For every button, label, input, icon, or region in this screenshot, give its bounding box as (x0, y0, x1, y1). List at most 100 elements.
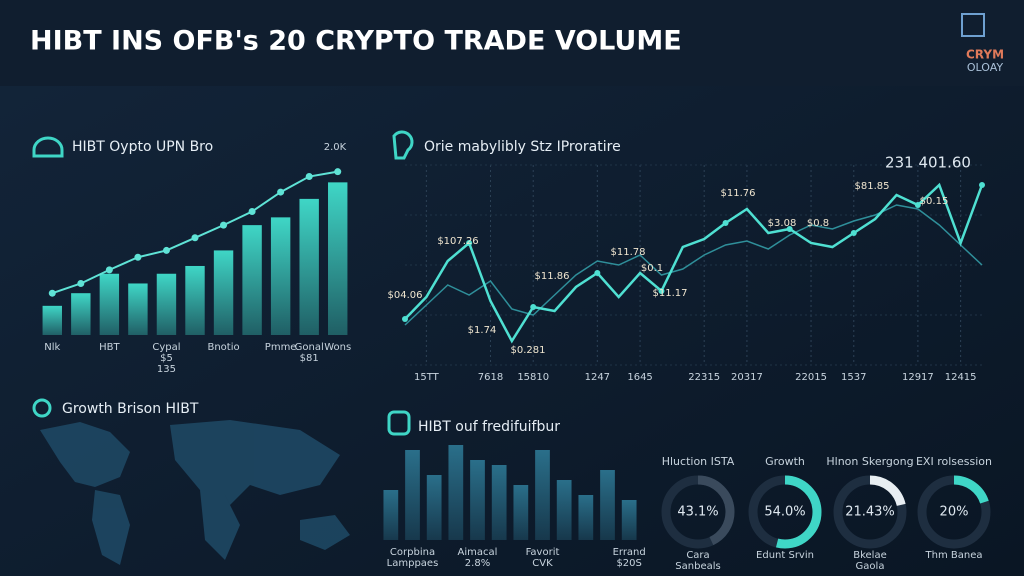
x-tick-label: 1247 (585, 372, 610, 383)
world-map (40, 420, 350, 565)
panel-icon (387, 410, 411, 436)
bar (71, 293, 91, 335)
data-annotation: $3.08 (768, 218, 797, 229)
data-annotation: $0.8 (807, 218, 829, 229)
x-tick-label: Cara Sanbeals (675, 550, 720, 572)
x-tick-label: HBT (99, 342, 120, 353)
series-point (722, 220, 729, 226)
x-tick-label: Bnotio (207, 342, 239, 353)
donut-arc (833, 475, 907, 549)
bar (621, 500, 637, 540)
bar (42, 305, 62, 335)
data-annotation: $11.76 (721, 188, 756, 199)
x-tick-label: Nlk (44, 342, 60, 353)
x-tick-label: 22315 (688, 372, 720, 383)
donut-arc (661, 475, 735, 549)
logo-text: CRYM (966, 48, 1004, 62)
panel-icon (32, 136, 64, 158)
x-tick-label: 12917 (902, 372, 934, 383)
trend-point (277, 188, 285, 196)
x-tick-label: Pmme (265, 342, 297, 353)
x-tick-label: Bkelae Gaola (853, 550, 887, 572)
bar (578, 495, 594, 540)
series-point (979, 182, 985, 188)
bar (213, 250, 234, 335)
trend-point (305, 173, 313, 181)
data-annotation: $107.26 (437, 236, 478, 247)
bar (426, 475, 442, 540)
continent (300, 515, 350, 550)
donut-title: Hluction ISTA (662, 455, 735, 468)
header-bar (0, 0, 1024, 86)
x-tick-label: Corpbina Lamppaes (387, 547, 439, 569)
trend-point (48, 289, 56, 297)
donut-value: 21.43% (845, 505, 895, 520)
x-tick-label: Cypal $5 135 (152, 342, 180, 375)
bar (513, 485, 529, 540)
panel-title: Growth Brison HIBT (62, 401, 199, 417)
x-tick-label: 12415 (945, 372, 977, 383)
x-tick-label: Errand $20S (613, 547, 646, 569)
series-point (402, 316, 408, 322)
series-point (786, 226, 793, 232)
trend-point (220, 221, 228, 229)
x-tick-label: Wons (324, 342, 351, 353)
data-annotation: $81.85 (855, 181, 890, 192)
series-point (530, 304, 537, 310)
continent (92, 490, 130, 565)
data-annotation: $0.1 (641, 263, 663, 274)
bar (185, 265, 205, 335)
bar (328, 182, 348, 335)
donut-arc (917, 475, 991, 549)
continent (40, 422, 130, 487)
x-tick-label: Aimacal 2.8% (458, 547, 498, 569)
series-point (914, 202, 921, 208)
bar (491, 465, 507, 540)
series-line (404, 182, 984, 344)
header-title: HIBT INS OFB's 20 CRYPTO TRADE VOLUME (30, 26, 682, 57)
data-annotation: $11.86 (535, 271, 570, 282)
trend-point (162, 246, 170, 254)
bar (128, 283, 148, 335)
data-annotation: $0.281 (511, 345, 546, 356)
panel-icon (392, 130, 414, 160)
logo-icon (961, 13, 985, 37)
x-tick-label: 20317 (731, 372, 763, 383)
trend-point (191, 234, 199, 242)
panel-title: HIBT Oypto UPN Bro (72, 139, 213, 155)
bar (299, 198, 319, 335)
x-tick-label: 15810 (517, 372, 549, 383)
data-annotation: $11.17 (653, 288, 688, 299)
x-tick-label: Edunt Srvin (756, 550, 814, 561)
data-annotation: $11.78 (611, 247, 646, 258)
donut-value: 43.1% (677, 505, 718, 520)
x-tick-label: 7618 (478, 372, 503, 383)
panel-title: HIBT ouf fredifuifbur (418, 419, 560, 435)
x-tick-label: Gonal $81 (295, 342, 324, 364)
series-point (594, 270, 601, 276)
panel-icon (32, 398, 52, 418)
x-tick-label: 22015 (795, 372, 827, 383)
bar (470, 460, 485, 540)
annotation: 2.0K (324, 142, 347, 153)
bar (600, 470, 615, 540)
x-tick-label: Thm Banea (925, 550, 983, 561)
panel-title: Orie mabylibly Stz IProratire (424, 139, 621, 155)
x-tick-label: 1537 (841, 372, 866, 383)
trend-point (105, 266, 113, 274)
continent (200, 490, 240, 560)
donut-arc (748, 475, 822, 549)
trend-point (77, 279, 85, 287)
donut-value: 20% (940, 505, 969, 520)
bar (405, 450, 420, 540)
annotation: 231 401.60 (885, 154, 971, 172)
series-point (658, 288, 665, 294)
bar (535, 450, 550, 540)
bar (448, 445, 464, 540)
donut-title: EXI rolsession (916, 455, 992, 468)
bar (156, 273, 177, 335)
bar (383, 490, 399, 540)
data-annotation: $04.06 (388, 290, 423, 301)
